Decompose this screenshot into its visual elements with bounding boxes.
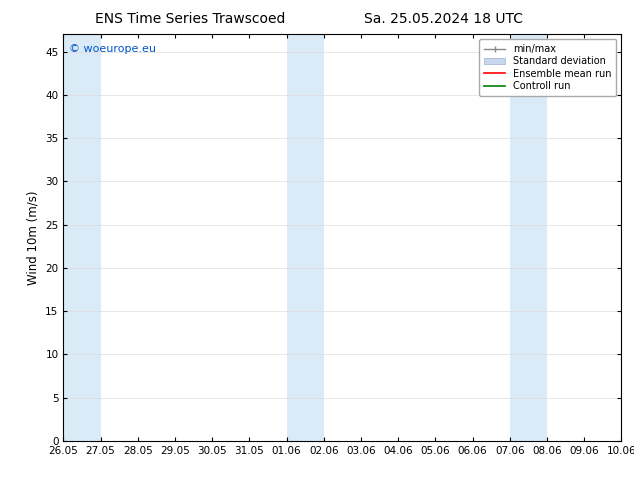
Bar: [63, 34, 101, 441]
Bar: [510, 34, 547, 441]
Text: © woeurope.eu: © woeurope.eu: [69, 45, 156, 54]
Legend: min/max, Standard deviation, Ensemble mean run, Controll run: min/max, Standard deviation, Ensemble me…: [479, 39, 616, 96]
Bar: [287, 34, 324, 441]
Text: ENS Time Series Trawscoed: ENS Time Series Trawscoed: [95, 12, 285, 26]
Y-axis label: Wind 10m (m/s): Wind 10m (m/s): [27, 191, 40, 285]
Text: Sa. 25.05.2024 18 UTC: Sa. 25.05.2024 18 UTC: [365, 12, 523, 26]
